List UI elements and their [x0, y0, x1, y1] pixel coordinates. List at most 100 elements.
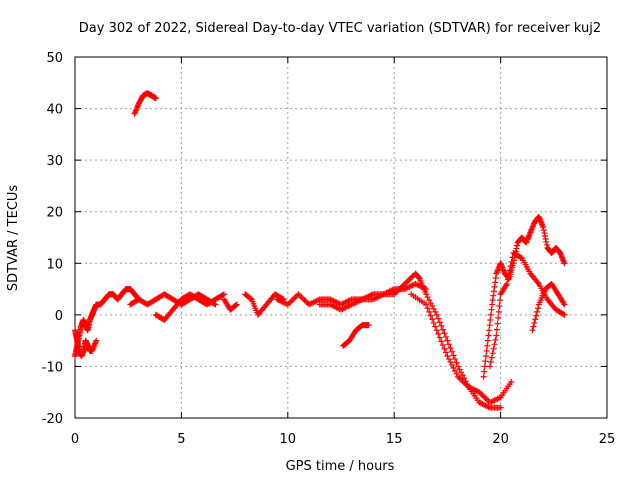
data-point [495, 314, 502, 321]
data-point [483, 353, 490, 360]
data-point [441, 330, 448, 337]
plot-border [74, 56, 608, 419]
data-point [429, 316, 436, 323]
x-tick-label: 10 [280, 432, 297, 447]
data-point [219, 291, 226, 298]
data-point [152, 95, 159, 102]
data-point [488, 306, 495, 313]
y-tick-label: 40 [46, 103, 63, 118]
series-arc-7 [242, 291, 287, 318]
data-point [513, 245, 520, 252]
data-point [496, 303, 503, 310]
series-arc-13 [486, 249, 568, 370]
data-point [533, 312, 540, 319]
data-point [540, 224, 547, 231]
y-axis-label: SDTVAR / TECUs [6, 185, 21, 292]
data-point [514, 242, 521, 249]
data-point [506, 267, 513, 274]
data-point [439, 342, 446, 349]
data-point [433, 311, 440, 318]
data-point [493, 326, 500, 333]
data-point [542, 235, 549, 242]
x-tick-label: 5 [177, 432, 185, 447]
data-point [439, 326, 446, 333]
data-point [488, 354, 495, 361]
series-arc-3 [131, 90, 159, 117]
data-point [529, 327, 536, 334]
y-tick-label: 20 [46, 206, 63, 221]
x-axis-label: GPS time / hours [286, 459, 395, 474]
data-point [438, 338, 445, 345]
x-tick-label: 20 [492, 432, 509, 447]
x-tick-label: 0 [71, 432, 79, 447]
data-point [534, 305, 541, 312]
data-point [490, 345, 497, 352]
data-point [487, 359, 494, 366]
data-point [483, 347, 490, 354]
data-point [486, 327, 493, 334]
data-point [493, 332, 500, 339]
series-arc-14 [529, 280, 568, 334]
data-point [484, 342, 491, 349]
data-point [489, 301, 496, 308]
data-point [365, 322, 372, 329]
data-point [492, 279, 499, 286]
data-point [508, 378, 515, 385]
data-point [93, 337, 100, 344]
data-point [489, 297, 496, 304]
data-point [445, 341, 452, 348]
data-point [438, 322, 445, 329]
y-tick-label: -10 [42, 360, 63, 375]
data-point [481, 368, 488, 375]
data-point [442, 349, 449, 356]
plot-frame [74, 56, 608, 419]
data-point [492, 275, 499, 282]
data-point [489, 350, 496, 357]
data-point [543, 238, 550, 245]
data-point [541, 233, 548, 240]
data-point [486, 363, 493, 370]
series-arc-9 [316, 270, 504, 411]
data-point [494, 320, 501, 327]
data-point [212, 301, 219, 308]
data-point [453, 359, 460, 366]
x-tick-label: 25 [599, 432, 616, 447]
series-arc-6 [220, 296, 240, 313]
data-point [442, 333, 449, 340]
series-arc-12 [480, 213, 568, 380]
data-point [484, 337, 491, 344]
data-point [430, 319, 437, 326]
data-point [532, 316, 539, 323]
series-arc-2 [72, 327, 100, 360]
data-point [447, 345, 454, 352]
data-point [427, 312, 434, 319]
data-point [541, 230, 548, 237]
data-point [424, 305, 431, 312]
data-point [497, 404, 504, 411]
chart-title: Day 302 of 2022, Sidereal Day-to-day VTE… [79, 21, 601, 36]
data-point [509, 254, 516, 261]
data-point [487, 317, 494, 324]
data-point [444, 337, 451, 344]
data-point [507, 263, 514, 270]
data-point [495, 308, 502, 315]
data-point [480, 373, 487, 380]
y-tick-label: 30 [46, 154, 63, 169]
data-point [531, 319, 538, 326]
data-point [435, 331, 442, 338]
data-point [232, 302, 239, 309]
data-point [490, 288, 497, 295]
series-arc-1 [72, 286, 142, 360]
data-point [505, 272, 512, 279]
data-point [540, 227, 547, 234]
series-arc-11 [408, 291, 515, 406]
data-point [433, 327, 440, 334]
data-point [534, 308, 541, 315]
data-point [491, 341, 498, 348]
grid [75, 57, 607, 418]
data-point [435, 315, 442, 322]
data-point [561, 311, 568, 318]
data-point [504, 276, 511, 283]
data-point [482, 358, 489, 365]
